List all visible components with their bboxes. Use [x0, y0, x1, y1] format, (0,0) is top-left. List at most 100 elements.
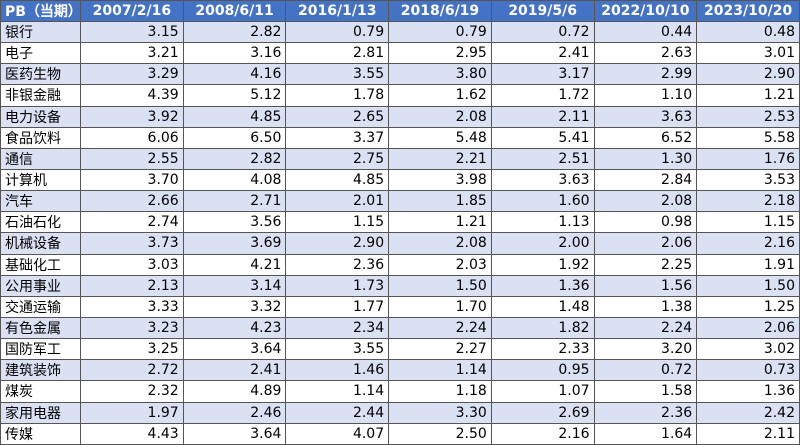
row-label: 汽车	[0, 190, 81, 213]
cell: 2.16	[490, 422, 595, 445]
cell: 0.48	[696, 20, 800, 44]
cell: 3.14	[182, 274, 287, 297]
cell: 2.55	[80, 147, 184, 170]
cell: 1.73	[285, 274, 390, 297]
cell: 3.25	[80, 338, 184, 361]
cell: 3.64	[182, 338, 287, 361]
row-label: 机械设备	[0, 232, 81, 255]
table-body: 银行 3.15 2.82 0.79 0.79 0.72 0.44 0.48 电子 3.21 3.16…	[0, 20, 800, 445]
cell: 4.07	[285, 422, 390, 445]
header-cell: 2007/2/16	[80, 0, 184, 22]
cell: 2.63	[593, 42, 698, 65]
cell: 1.36	[696, 380, 800, 403]
cell: 6.50	[182, 126, 287, 149]
cell: 2.51	[490, 147, 595, 170]
cell: 1.21	[388, 211, 492, 234]
cell: 3.73	[80, 232, 184, 255]
cell: 2.44	[285, 401, 390, 424]
header-cell: 2019/5/6	[490, 0, 595, 22]
cell: 1.70	[388, 295, 492, 318]
table-row: 银行 3.15 2.82 0.79 0.79 0.72 0.44 0.48	[0, 20, 800, 44]
cell: 2.06	[696, 316, 800, 340]
cell: 1.50	[388, 274, 492, 297]
cell: 2.08	[388, 232, 492, 255]
cell: 3.80	[388, 63, 492, 86]
cell: 3.02	[696, 338, 800, 361]
cell: 2.41	[490, 42, 595, 65]
cell: 3.69	[182, 232, 287, 255]
cell: 5.12	[182, 84, 287, 107]
row-label: 家用电器	[0, 401, 81, 424]
cell: 1.21	[696, 84, 800, 107]
cell: 1.77	[285, 295, 390, 318]
cell: 3.15	[80, 20, 184, 44]
cell: 2.36	[593, 401, 698, 424]
cell: 1.56	[593, 274, 698, 297]
cell: 1.18	[388, 380, 492, 403]
header-cell: 2008/6/11	[182, 0, 287, 22]
cell: 5.58	[696, 126, 800, 149]
cell: 3.55	[285, 338, 390, 361]
cell: 2.24	[593, 316, 698, 340]
cell: 4.85	[182, 105, 287, 128]
cell: 2.11	[696, 422, 800, 445]
cell: 2.32	[80, 380, 184, 403]
table-row: 公用事业 2.13 3.14 1.73 1.50 1.36 1.56 1.50	[0, 274, 800, 297]
cell: 1.78	[285, 84, 390, 107]
cell: 2.24	[388, 316, 492, 340]
cell: 4.39	[80, 84, 184, 107]
table-row: 建筑装饰 2.72 2.41 1.46 1.14 0.95 0.72 0.73	[0, 359, 800, 382]
cell: 3.01	[696, 42, 800, 65]
cell: 1.46	[285, 359, 390, 382]
cell: 1.14	[285, 380, 390, 403]
cell: 1.07	[490, 380, 595, 403]
cell: 3.56	[182, 211, 287, 234]
header-cell: 2018/6/19	[388, 0, 492, 22]
cell: 0.98	[593, 211, 698, 234]
cell: 1.72	[490, 84, 595, 107]
cell: 4.08	[182, 168, 287, 192]
row-label: 有色金属	[0, 316, 81, 340]
cell: 2.84	[593, 168, 698, 192]
cell: 3.16	[182, 42, 287, 65]
cell: 2.00	[490, 232, 595, 255]
cell: 2.72	[80, 359, 184, 382]
table-row: 机械设备 3.73 3.69 2.90 2.08 2.00 2.06 2.16	[0, 232, 800, 255]
cell: 1.15	[696, 211, 800, 234]
row-label: 石油石化	[0, 211, 81, 234]
cell: 1.91	[696, 253, 800, 276]
table-row: 国防军工 3.25 3.64 3.55 2.27 2.33 3.20 3.02	[0, 338, 800, 361]
row-label: 交通运输	[0, 295, 81, 318]
cell: 5.41	[490, 126, 595, 149]
cell: 2.53	[696, 105, 800, 128]
cell: 1.25	[696, 295, 800, 318]
row-label: 通信	[0, 147, 81, 170]
cell: 2.65	[285, 105, 390, 128]
cell: 4.85	[285, 168, 390, 192]
cell: 3.70	[80, 168, 184, 192]
cell: 3.30	[388, 401, 492, 424]
cell: 4.43	[80, 422, 184, 445]
cell: 1.58	[593, 380, 698, 403]
cell: 1.36	[490, 274, 595, 297]
cell: 1.38	[593, 295, 698, 318]
cell: 5.48	[388, 126, 492, 149]
cell: 1.48	[490, 295, 595, 318]
cell: 0.72	[490, 20, 595, 44]
cell: 1.14	[388, 359, 492, 382]
table-row: 医药生物 3.29 4.16 3.55 3.80 3.17 2.99 2.90	[0, 63, 800, 86]
cell: 6.52	[593, 126, 698, 149]
cell: 2.71	[182, 190, 287, 213]
cell: 3.98	[388, 168, 492, 192]
cell: 3.37	[285, 126, 390, 149]
cell: 2.27	[388, 338, 492, 361]
table-row: 食品饮料 6.06 6.50 3.37 5.48 5.41 6.52 5.58	[0, 126, 800, 149]
cell: 2.34	[285, 316, 390, 340]
cell: 2.18	[696, 190, 800, 213]
row-label: 医药生物	[0, 63, 81, 86]
cell: 3.17	[490, 63, 595, 86]
cell: 4.16	[182, 63, 287, 86]
header-cell: 2023/10/20	[696, 0, 800, 22]
cell: 2.06	[593, 232, 698, 255]
